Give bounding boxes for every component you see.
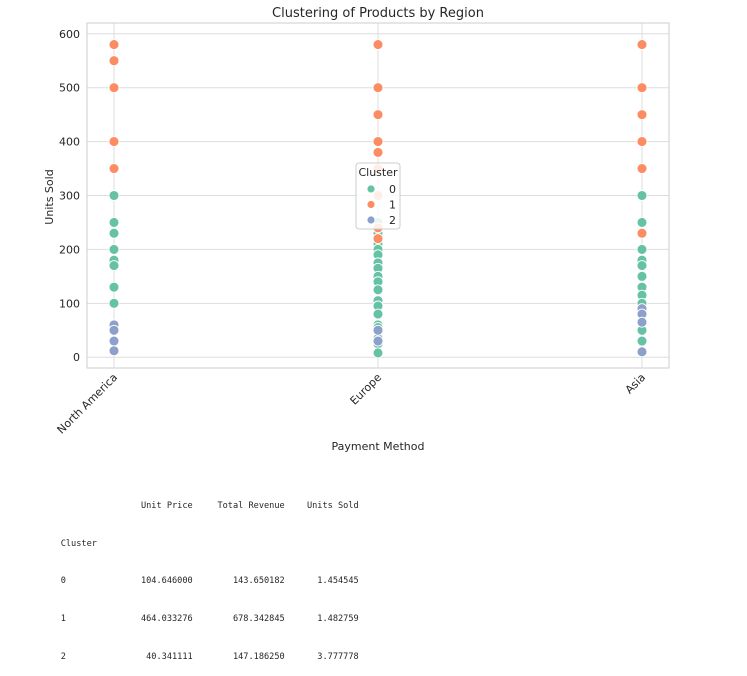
summary-col-header: Total Revenue: [217, 500, 285, 511]
data-point-cluster-2: [636, 346, 648, 358]
summary-col-header: Units Sold: [306, 500, 359, 511]
data-point-cluster-2: [108, 335, 120, 347]
data-point-cluster-1: [372, 82, 384, 94]
legend-box: [355, 162, 401, 230]
summary-row-index: 2: [60, 651, 66, 662]
legend-marker-0: [366, 184, 376, 194]
summary-index-name-row: Cluster: [40, 525, 359, 549]
data-point-cluster-2: [636, 316, 648, 328]
data-point-cluster-0: [636, 217, 648, 228]
data-point-cluster-1: [372, 109, 384, 121]
summary-cell: 464.033276: [140, 614, 193, 625]
summary-header-row: Unit Price Total Revenue Units Sold: [40, 487, 359, 511]
summary-row-index: 0: [60, 576, 66, 587]
data-point-cluster-0: [636, 260, 648, 272]
legend-label-0: 0: [389, 183, 396, 196]
plot-area: [86, 22, 670, 369]
y-tick-label: 100: [59, 297, 80, 310]
summary-cell: 1.482759: [317, 614, 359, 625]
data-point-cluster-1: [108, 136, 120, 148]
data-point-cluster-0: [108, 297, 120, 309]
cluster-summary-table: Unit Price Total Revenue Units Sold Cluste…: [40, 462, 359, 664]
y-tick-label: 500: [59, 82, 80, 95]
data-point-cluster-1: [636, 82, 648, 94]
summary-cell: 1.454545: [317, 576, 359, 587]
data-point-cluster-1: [372, 136, 384, 148]
data-point-cluster-0: [636, 243, 648, 255]
data-point-cluster-1: [108, 163, 120, 174]
legend-title: Cluster: [358, 166, 398, 179]
summary-row-index: 1: [60, 614, 66, 625]
y-tick-label: 200: [59, 243, 80, 256]
summary-row: 2 40.341111 147.186250 3.777778: [40, 638, 359, 662]
legend-label-1: 1: [389, 199, 396, 212]
data-point-cluster-1: [636, 163, 648, 174]
data-point-cluster-0: [108, 260, 120, 272]
summary-cell: 678.342845: [232, 614, 285, 625]
data-point-cluster-0: [636, 335, 648, 347]
chart-title: Clustering of Products by Region: [272, 6, 484, 21]
legend-marker-1: [366, 200, 376, 209]
data-point-cluster-1: [108, 82, 120, 94]
summary-row: 1 464.033276 678.342845 1.482759: [40, 601, 359, 624]
data-point-cluster-1: [372, 233, 384, 245]
summary-cell: 3.777778: [317, 651, 359, 662]
summary-index-name: Cluster: [60, 538, 97, 549]
y-tick-label: 0: [73, 351, 80, 364]
data-point-cluster-0: [108, 190, 120, 201]
data-point-cluster-1: [372, 146, 384, 158]
data-point-cluster-0: [372, 347, 384, 359]
y-tick-label: 300: [59, 190, 80, 203]
summary-cell: 147.186250: [232, 651, 285, 662]
legend-label-2: 2: [389, 214, 396, 227]
y-tick-label: 600: [59, 28, 80, 41]
data-point-cluster-0: [636, 270, 648, 282]
data-point-cluster-0: [372, 284, 384, 296]
data-point-cluster-1: [108, 39, 120, 51]
data-point-cluster-1: [636, 109, 648, 121]
data-point-cluster-2: [108, 324, 120, 336]
summary-col-header: Unit Price: [140, 500, 193, 511]
data-point-cluster-2: [372, 324, 384, 336]
data-point-cluster-2: [372, 335, 384, 347]
data-point-cluster-0: [372, 308, 384, 320]
summary-row: 0 104.646000 143.650182 1.454545: [40, 563, 359, 586]
data-point-cluster-1: [636, 227, 648, 239]
data-point-cluster-0: [108, 281, 120, 293]
data-point-cluster-0: [108, 243, 120, 255]
data-point-cluster-1: [372, 39, 384, 51]
summary-cell: 104.646000: [140, 576, 193, 587]
legend-marker-2: [366, 215, 376, 225]
y-tick-label: 400: [59, 136, 80, 149]
summary-cell: 40.341111: [146, 651, 193, 662]
legend: Cluster 0 1 2: [355, 162, 401, 230]
data-point-cluster-1: [636, 136, 648, 148]
data-point-cluster-0: [108, 227, 120, 239]
data-point-cluster-0: [636, 190, 648, 201]
x-axis-label: Payment Method: [332, 440, 425, 453]
data-points: [108, 39, 648, 359]
data-point-cluster-1: [108, 55, 120, 67]
y-axis-ticks: 0 100 200 300 400 500 600: [59, 28, 80, 364]
summary-cell: 143.650182: [232, 576, 285, 587]
y-axis-label: Units Sold: [43, 169, 56, 224]
data-point-cluster-1: [636, 39, 648, 51]
data-point-cluster-2: [108, 345, 120, 357]
data-point-cluster-0: [108, 217, 120, 228]
